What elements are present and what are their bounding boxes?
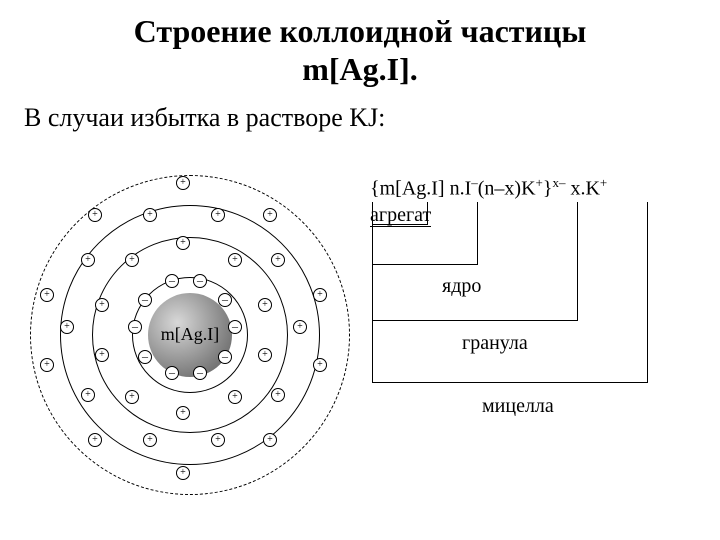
plus-charge: + bbox=[81, 253, 95, 267]
formula-block: {m[Ag.I] n.I–(n–x)K+}x– x.K+ агрегат bbox=[370, 175, 710, 227]
slide-subtitle: В случаи избытка в растворе KJ: bbox=[0, 89, 720, 143]
core-label: m[Ag.I] bbox=[154, 324, 226, 345]
plus-charge: + bbox=[60, 320, 74, 334]
plus-charge: + bbox=[258, 348, 272, 362]
plus-charge: + bbox=[143, 208, 157, 222]
minus-charge: – bbox=[165, 366, 179, 380]
minus-charge: – bbox=[128, 320, 142, 334]
plus-charge: + bbox=[258, 298, 272, 312]
micelle-diagram: m[Ag.I]––––––––––+++++++++++++++++++++++… bbox=[20, 165, 360, 505]
plus-charge: + bbox=[176, 236, 190, 250]
plus-charge: + bbox=[95, 298, 109, 312]
granule-label: гранула bbox=[462, 332, 528, 355]
slide-title: Строение коллоидной частицы m[Ag.I]. bbox=[0, 0, 720, 89]
minus-charge: – bbox=[138, 350, 152, 364]
minus-charge: – bbox=[218, 350, 232, 364]
plus-charge: + bbox=[125, 253, 139, 267]
plus-charge: + bbox=[88, 208, 102, 222]
plus-charge: + bbox=[228, 253, 242, 267]
minus-charge: – bbox=[138, 293, 152, 307]
minus-charge: – bbox=[228, 320, 242, 334]
plus-charge: + bbox=[263, 433, 277, 447]
micelle-label: мицелла bbox=[482, 395, 554, 418]
plus-charge: + bbox=[313, 288, 327, 302]
plus-charge: + bbox=[40, 358, 54, 372]
minus-charge: – bbox=[193, 274, 207, 288]
plus-charge: + bbox=[88, 433, 102, 447]
nucleus-label: ядро bbox=[442, 275, 481, 298]
plus-charge: + bbox=[176, 466, 190, 480]
plus-charge: + bbox=[211, 208, 225, 222]
plus-charge: + bbox=[40, 288, 54, 302]
plus-charge: + bbox=[176, 406, 190, 420]
plus-charge: + bbox=[211, 433, 225, 447]
minus-charge: – bbox=[165, 274, 179, 288]
plus-charge: + bbox=[95, 348, 109, 362]
minus-charge: – bbox=[193, 366, 207, 380]
plus-charge: + bbox=[263, 208, 277, 222]
plus-charge: + bbox=[125, 390, 139, 404]
plus-charge: + bbox=[271, 253, 285, 267]
plus-charge: + bbox=[313, 358, 327, 372]
plus-charge: + bbox=[143, 433, 157, 447]
plus-charge: + bbox=[271, 388, 285, 402]
minus-charge: – bbox=[218, 293, 232, 307]
plus-charge: + bbox=[81, 388, 95, 402]
plus-charge: + bbox=[176, 176, 190, 190]
plus-charge: + bbox=[228, 390, 242, 404]
micelle-formula: {m[Ag.I] n.I–(n–x)K+}x– x.K+ bbox=[370, 175, 710, 202]
plus-charge: + bbox=[293, 320, 307, 334]
